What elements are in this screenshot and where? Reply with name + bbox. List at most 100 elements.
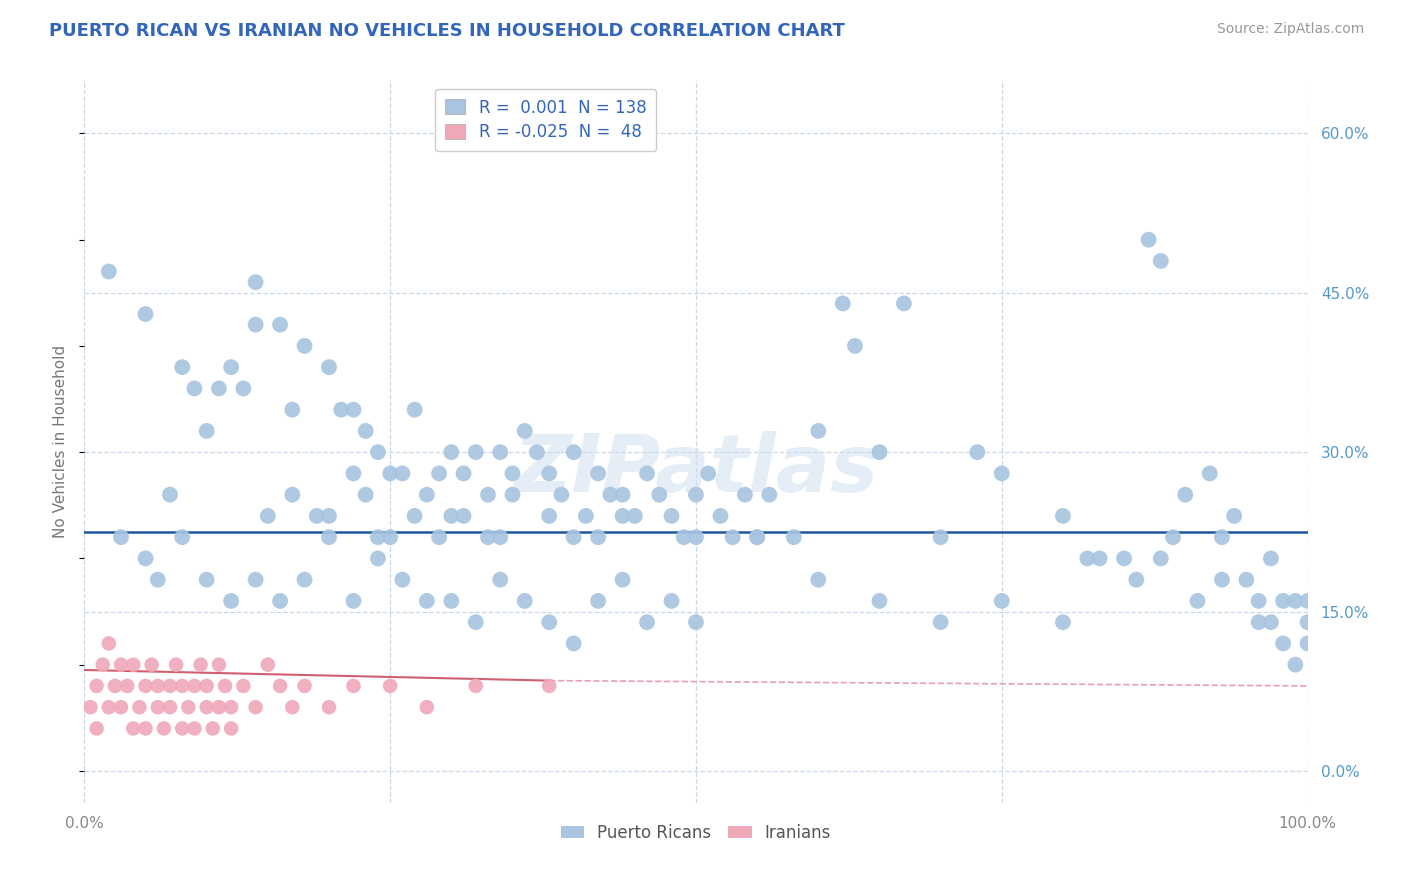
Point <box>538 467 561 481</box>
Point <box>219 722 242 736</box>
Point <box>464 445 486 459</box>
Point <box>1296 636 1319 650</box>
Point <box>208 657 231 672</box>
Point <box>636 615 658 630</box>
Point <box>257 657 280 672</box>
Point <box>562 445 585 459</box>
Point <box>416 594 439 608</box>
Point <box>110 700 132 714</box>
Point <box>354 424 377 438</box>
Point <box>1272 636 1295 650</box>
Point <box>685 530 707 544</box>
Point <box>636 467 658 481</box>
Point <box>245 318 267 332</box>
Point <box>257 508 280 523</box>
Point <box>1260 615 1282 630</box>
Point <box>1272 594 1295 608</box>
Point <box>1150 551 1173 566</box>
Point <box>305 508 328 523</box>
Point <box>165 657 187 672</box>
Point <box>1125 573 1147 587</box>
Point <box>97 700 120 714</box>
Point <box>245 275 267 289</box>
Point <box>153 722 176 736</box>
Point <box>1088 551 1111 566</box>
Point <box>135 307 157 321</box>
Point <box>747 530 769 544</box>
Point <box>190 657 212 672</box>
Point <box>869 594 891 608</box>
Point <box>1211 573 1233 587</box>
Point <box>104 679 127 693</box>
Point <box>294 573 316 587</box>
Point <box>201 722 224 736</box>
Point <box>1137 233 1160 247</box>
Point <box>141 657 163 672</box>
Point <box>391 467 413 481</box>
Point <box>1174 488 1197 502</box>
Point <box>281 700 304 714</box>
Point <box>844 339 866 353</box>
Point <box>734 488 756 502</box>
Point <box>586 467 609 481</box>
Point <box>367 530 389 544</box>
Point <box>1211 530 1233 544</box>
Point <box>464 679 486 693</box>
Point <box>1247 594 1270 608</box>
Text: ZIPatlas: ZIPatlas <box>513 432 879 509</box>
Point <box>1236 573 1258 587</box>
Point <box>991 594 1014 608</box>
Point <box>245 573 267 587</box>
Point <box>697 467 720 481</box>
Text: Source: ZipAtlas.com: Source: ZipAtlas.com <box>1216 22 1364 37</box>
Point <box>91 657 114 672</box>
Point <box>612 573 634 587</box>
Point <box>86 679 108 693</box>
Point <box>427 530 450 544</box>
Point <box>172 360 194 375</box>
Point <box>612 488 634 502</box>
Point <box>208 700 231 714</box>
Point <box>269 594 291 608</box>
Point <box>159 488 181 502</box>
Point <box>1161 530 1184 544</box>
Point <box>159 679 181 693</box>
Point <box>342 594 364 608</box>
Point <box>416 488 439 502</box>
Point <box>1296 615 1319 630</box>
Point <box>661 594 683 608</box>
Point <box>599 488 621 502</box>
Point <box>538 679 561 693</box>
Point <box>342 679 364 693</box>
Point <box>172 722 194 736</box>
Point <box>391 573 413 587</box>
Point <box>721 530 744 544</box>
Point <box>195 700 218 714</box>
Point <box>135 551 157 566</box>
Point <box>367 551 389 566</box>
Point <box>318 530 340 544</box>
Point <box>177 700 200 714</box>
Point <box>929 530 952 544</box>
Point <box>1076 551 1098 566</box>
Point <box>122 657 145 672</box>
Point <box>380 467 402 481</box>
Point <box>79 700 101 714</box>
Point <box>807 424 830 438</box>
Point <box>97 636 120 650</box>
Point <box>354 488 377 502</box>
Point <box>526 445 548 459</box>
Point <box>318 700 340 714</box>
Point <box>195 424 218 438</box>
Point <box>489 445 512 459</box>
Point <box>1284 594 1306 608</box>
Point <box>453 467 475 481</box>
Point <box>758 488 780 502</box>
Point <box>831 296 853 310</box>
Point <box>783 530 806 544</box>
Point <box>219 360 242 375</box>
Point <box>404 402 426 417</box>
Point <box>1260 551 1282 566</box>
Point <box>195 573 218 587</box>
Point <box>172 530 194 544</box>
